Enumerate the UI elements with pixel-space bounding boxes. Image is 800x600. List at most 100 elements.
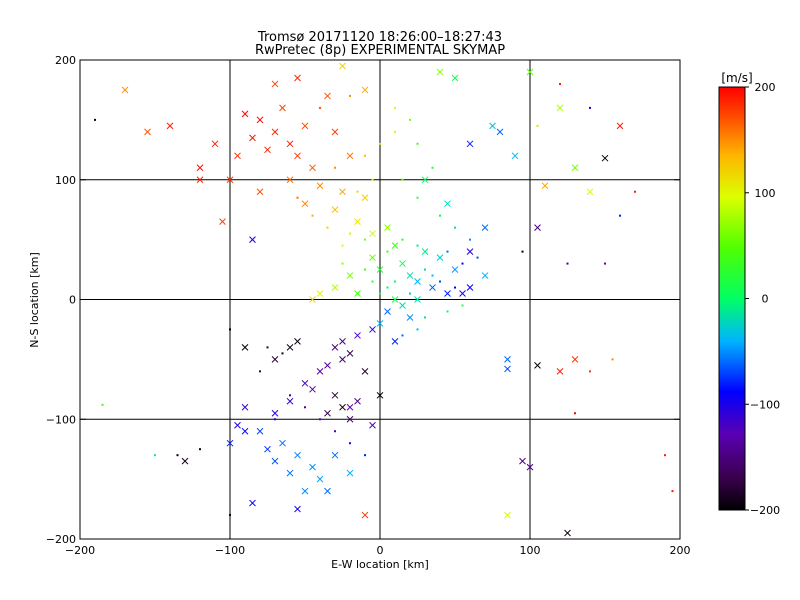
data-point-dot: [326, 226, 329, 229]
data-point-x: [526, 463, 534, 471]
scatter-marks: [94, 62, 674, 537]
data-point-x: [571, 164, 579, 172]
data-point-x: [571, 356, 579, 363]
colorbar-tick-label: 200: [755, 81, 776, 94]
y-tick-label: −200: [46, 533, 76, 546]
data-point-x: [616, 122, 624, 130]
data-point-x: [384, 224, 391, 232]
data-point-dot: [341, 244, 344, 247]
chart-subtitle: RwPretec (8p) EXPERIMENTAL SKYMAP: [255, 43, 505, 58]
data-point-x: [541, 182, 549, 190]
data-point-x: [331, 284, 339, 291]
data-point-dot: [364, 154, 366, 157]
data-point-x: [316, 367, 324, 375]
data-point-x: [459, 290, 466, 297]
data-point-dot: [416, 328, 419, 331]
data-point-x: [241, 110, 249, 118]
data-point-x: [511, 152, 519, 160]
data-point-x: [301, 200, 309, 208]
data-point-x: [586, 188, 594, 196]
data-point-dot: [416, 244, 419, 247]
data-point-x: [369, 230, 376, 237]
data-point-dot: [394, 106, 396, 109]
data-point-dot: [446, 310, 449, 313]
grid-lines: [80, 60, 680, 539]
data-point-dot: [94, 118, 96, 121]
data-point-dot: [424, 316, 426, 319]
colorbar-tick-label: −100: [750, 398, 780, 411]
data-point-dot: [536, 124, 539, 127]
data-point-x: [294, 505, 301, 513]
data-point-x: [256, 188, 264, 196]
data-point-x: [211, 140, 219, 148]
data-point-x: [286, 344, 294, 351]
data-point-x: [196, 176, 204, 184]
y-tick-label: 200: [55, 54, 76, 67]
data-point-x: [286, 469, 294, 477]
data-point-x: [294, 338, 301, 345]
data-point-x: [316, 182, 324, 190]
data-point-x: [451, 266, 459, 273]
data-point-x: [324, 92, 331, 100]
data-point-x: [241, 344, 249, 351]
data-point-dot: [409, 292, 411, 295]
data-point-dot: [349, 94, 351, 97]
colorbar-ticks: 200 100 0 −100 −200: [745, 81, 780, 517]
data-point-x: [451, 74, 459, 82]
data-point-dot: [371, 280, 374, 283]
data-point-x: [339, 188, 346, 196]
data-point-x: [271, 457, 279, 465]
data-point-x: [429, 284, 436, 291]
data-point-dot: [634, 190, 636, 193]
data-point-x: [526, 68, 534, 76]
data-point-dot: [461, 304, 464, 307]
data-point-x: [294, 152, 301, 160]
data-point-x: [271, 409, 279, 417]
data-point-dot: [386, 286, 389, 289]
data-point-dot: [199, 448, 201, 451]
y-axis-label: N-S location [km]: [28, 252, 41, 348]
data-point-dot: [439, 214, 441, 217]
data-point-dot: [574, 412, 576, 415]
data-point-dot: [619, 214, 621, 217]
data-point-x: [346, 350, 354, 357]
data-point-x: [286, 397, 294, 405]
data-point-dot: [364, 454, 366, 457]
data-point-x: [271, 128, 279, 136]
data-point-dot: [356, 190, 359, 193]
data-point-x: [346, 415, 354, 423]
data-point-dot: [401, 238, 404, 241]
data-point-dot: [416, 196, 419, 199]
data-point-dot: [439, 280, 441, 283]
data-point-x: [406, 272, 414, 279]
data-point-x: [279, 439, 286, 447]
x-tick-label: 0: [377, 544, 384, 557]
colorbar-tick-label: 0: [762, 293, 769, 306]
data-point-x: [331, 128, 339, 136]
x-tick-label: −100: [215, 544, 245, 557]
data-point-x: [369, 254, 376, 261]
data-point-x: [504, 365, 511, 373]
data-point-dot: [476, 256, 479, 259]
data-point-x: [376, 266, 384, 273]
data-point-x: [361, 86, 369, 94]
data-point-x: [166, 122, 174, 130]
data-point-x: [316, 290, 324, 297]
data-point-x: [121, 86, 129, 94]
data-point-x: [519, 457, 526, 465]
data-point-dot: [454, 226, 456, 229]
data-point-x: [391, 242, 399, 249]
data-point-dot: [296, 196, 299, 199]
data-point-x: [376, 320, 384, 327]
data-point-x: [496, 128, 504, 136]
data-point-dot: [454, 286, 456, 289]
data-point-dot: [469, 238, 471, 241]
data-point-x: [249, 499, 256, 507]
data-point-dot: [446, 250, 449, 253]
data-point-x: [399, 302, 406, 309]
data-point-x: [504, 356, 511, 363]
colorbar-tick-label: −200: [750, 504, 780, 517]
data-point-x: [271, 80, 279, 88]
data-point-dot: [394, 280, 396, 283]
